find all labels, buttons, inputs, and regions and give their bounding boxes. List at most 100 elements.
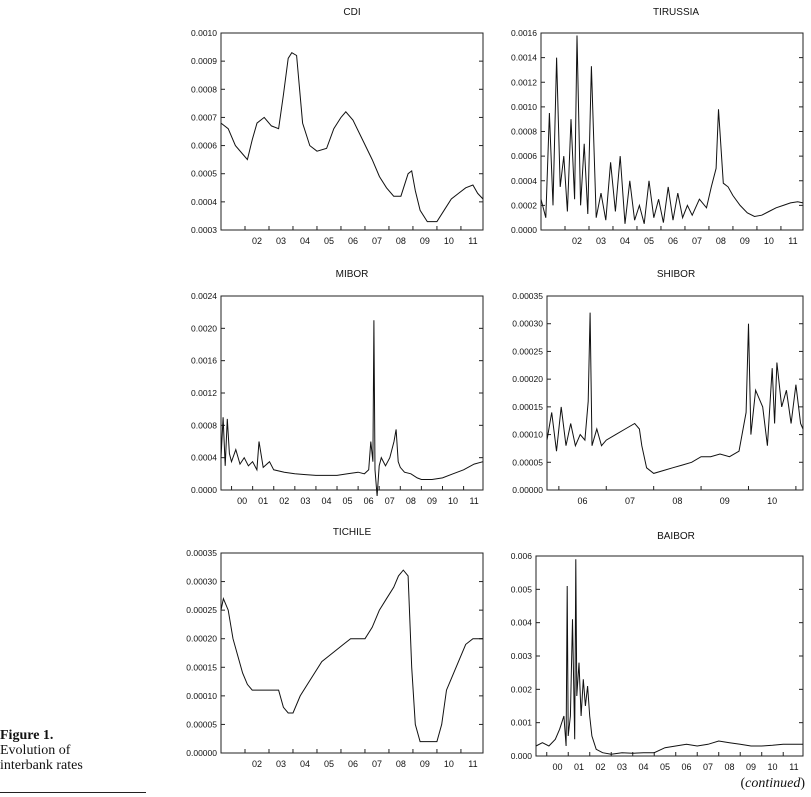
x-tick-label: 05 [324,236,334,246]
x-tick-label: 09 [740,236,750,246]
plot-frame [220,552,484,754]
x-tick-label: 11 [468,236,477,246]
x-tick-label: 09 [420,236,430,246]
series-line-1 [546,312,804,474]
chart-panel-5: TICHILE 0.00000 0.00005 0.00010 0.00015 0.000… [186,527,484,769]
figure-caption: Figure 1. Evolution of interbank rates [0,728,150,773]
x-tick-label: 07 [372,236,382,246]
x-tick-label: 03 [300,496,310,506]
chart-title: SHIBOR [657,269,695,280]
y-tick-label: 0.0003 [191,225,217,235]
y-tick-label: 0.0012 [191,388,217,398]
x-tick-label: 07 [372,759,382,769]
series-line-1 [220,52,484,223]
chart-panel-4: SHIBOR 0.00000 0.00005 0.00010 0.00015 0.0002… [512,269,804,506]
y-tick-label: 0.0004 [511,176,537,186]
x-tick-label: 08 [396,236,406,246]
x-tick-label: 11 [469,496,478,506]
plot-frame [220,295,484,491]
x-tick-label: 05 [324,759,334,769]
plot-frame [546,295,804,491]
x-tick-label: 10 [764,236,774,246]
x-tick-label: 11 [468,759,477,769]
figure-caption-line-1: Evolution of [0,743,71,758]
y-tick-label: 0.000 [511,751,533,761]
y-tick-label: 0.00010 [186,691,217,701]
x-tick-label: 04 [300,236,310,246]
y-tick-label: 0.00005 [186,719,217,729]
x-tick-label: 03 [617,762,627,772]
y-tick-label: 0.001 [511,718,533,728]
x-tick-label: 07 [625,496,635,506]
x-tick-label: 00 [237,496,247,506]
x-tick-label: 02 [572,236,582,246]
y-tick-label: 0.002 [511,684,533,694]
x-tick-label: 08 [406,496,416,506]
x-tick-label: 01 [258,496,268,506]
y-tick-label: 0.006 [511,551,533,561]
y-tick-label: 0.00000 [512,485,543,495]
x-tick-label: 05 [644,236,654,246]
y-tick-label: 0.00020 [186,634,217,644]
y-tick-label: 0.003 [511,651,533,661]
x-tick-label: 10 [448,496,458,506]
x-tick-label: 01 [574,762,584,772]
y-tick-label: 0.0016 [511,28,537,38]
x-tick-label: 00 [552,762,562,772]
y-tick-label: 0.0006 [511,151,537,161]
y-tick-label: 0.0004 [191,453,217,463]
y-tick-label: 0.0000 [191,485,217,495]
x-tick-label: 04 [620,236,630,246]
x-tick-label: 03 [596,236,606,246]
series-line-1 [220,320,484,497]
y-tick-label: 0.00035 [186,548,217,558]
y-tick-label: 0.0008 [511,127,537,137]
continued-close: ) [800,776,805,791]
plot-frame [220,32,484,231]
x-tick-label: 10 [767,496,777,506]
y-tick-label: 0.0008 [191,84,217,94]
chart-title: TIRUSSIA [653,7,699,18]
series-line-1 [535,559,803,755]
x-tick-label: 07 [703,762,713,772]
y-tick-label: 0.00025 [512,346,543,356]
chart-panel-1: CDI 0.0003 0.0004 0.0005 0.0006 0.0007 0.0008 0… [191,7,484,246]
y-tick-label: 0.0012 [511,77,537,87]
chart-panel-6: BAIBOR 0.000 0.001 0.002 0.003 0.004 0.005 0.00… [511,531,804,772]
caption-rule [0,792,146,793]
y-tick-label: 0.00000 [186,748,217,758]
y-tick-label: 0.00015 [512,402,543,412]
y-tick-label: 0.00030 [186,577,217,587]
continued-note: (continued) [740,776,805,792]
x-tick-label: 08 [716,236,726,246]
y-tick-label: 0.00010 [512,430,543,440]
chart-panel-3: MIBOR 0.0000 0.0004 0.0008 0.0012 0.0016 0.002… [191,269,484,506]
x-tick-label: 04 [300,759,310,769]
x-tick-label: 06 [578,496,588,506]
y-tick-label: 0.00035 [512,291,543,301]
y-tick-label: 0.0014 [511,53,537,63]
x-tick-label: 05 [343,496,353,506]
x-tick-label: 09 [746,762,756,772]
continued-word: continued [745,776,801,791]
x-tick-label: 11 [789,762,798,772]
chart-title: MIBOR [336,269,369,280]
chart-panel-2: TIRUSSIA 0.0000 0.0002 0.0004 0.0006 0.0008 0.… [511,7,804,246]
figure-number: Figure 1. [0,728,54,743]
chart-title: CDI [343,7,360,18]
x-tick-label: 09 [427,496,437,506]
y-tick-label: 0.0020 [191,323,217,333]
x-tick-label: 07 [385,496,395,506]
y-tick-label: 0.0016 [191,356,217,366]
x-tick-label: 06 [681,762,691,772]
x-tick-label: 06 [348,236,358,246]
x-tick-label: 09 [420,759,430,769]
y-tick-label: 0.0010 [511,102,537,112]
x-tick-label: 10 [767,762,777,772]
x-tick-label: 06 [348,759,358,769]
x-tick-label: 08 [672,496,682,506]
y-tick-label: 0.005 [511,584,533,594]
x-tick-label: 03 [276,759,286,769]
series-line-1 [540,35,804,224]
